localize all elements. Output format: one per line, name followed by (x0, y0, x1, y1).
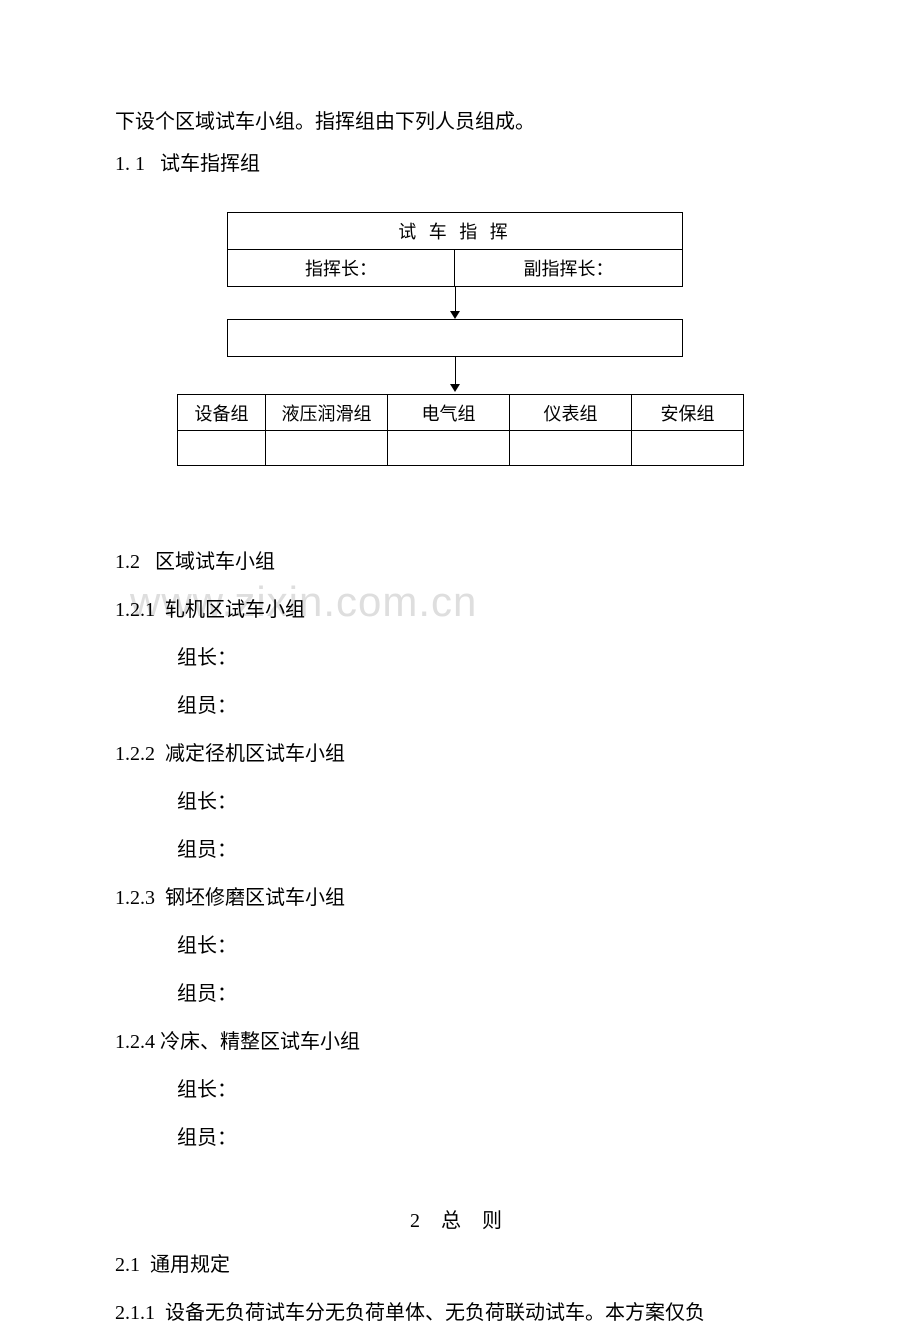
diagram-group-label: 安保组 (632, 395, 743, 431)
section-title: 总 则 (441, 1210, 510, 1232)
section-2-1-1-text: 2.1.1 设备无负荷试车分无负荷单体、无负荷联动试车。本方案仅负 (115, 1293, 805, 1333)
diagram-top-box: 试 车 指 挥 (227, 212, 683, 250)
subsection-title: 冷床、精整区试车小组 (160, 1031, 360, 1053)
org-chart-diagram: 试 车 指 挥 指挥长： 副指挥长： 设备组 液压润滑组 电气组 仪表组 (115, 212, 805, 502)
subsection-number: 1.2.4 (115, 1031, 155, 1053)
diagram-group-cell: 设备组 (177, 394, 265, 466)
section-number: 2.1 (115, 1254, 140, 1276)
subsection-title: 钢坯修磨区试车小组 (165, 887, 345, 909)
section-2-heading: 2 总 则 (115, 1204, 805, 1233)
member-label: 组员： (115, 686, 805, 726)
diagram-group-empty (178, 431, 265, 467)
diagram-group-cell: 安保组 (631, 394, 744, 466)
subsection-1-2-1: 1.2.1 轧机区试车小组 (115, 590, 805, 630)
diagram-group-empty (510, 431, 631, 467)
leader-label: 组长： (115, 638, 805, 678)
section-number: 1.2 (115, 551, 140, 573)
diagram-vice-commander-box: 副指挥长： (454, 249, 683, 287)
subsection-number: 1.2.1 (115, 599, 155, 621)
diagram-group-label: 电气组 (388, 395, 509, 431)
section-1-2-heading: 1.2 区域试车小组 (115, 542, 805, 582)
section-1-1-heading: 1. 1 试车指挥组 (115, 144, 805, 184)
section-number: 1. 1 (115, 153, 145, 175)
diagram-group-empty (632, 431, 743, 467)
diagram-group-label: 仪表组 (510, 395, 631, 431)
section-2-1-heading: 2.1 通用规定 (115, 1245, 805, 1285)
document-content: 下设个区域试车小组。指挥组由下列人员组成。 1. 1 试车指挥组 试 车 指 挥… (115, 108, 805, 1333)
member-label: 组员： (115, 1118, 805, 1158)
arrow-head-icon (450, 384, 460, 392)
section-number: 2 (410, 1210, 428, 1232)
subsection-number: 1.2.3 (115, 887, 155, 909)
leader-label: 组长： (115, 926, 805, 966)
section-body: 设备无负荷试车分无负荷单体、无负荷联动试车。本方案仅负 (165, 1302, 705, 1324)
arrow-icon (455, 287, 456, 312)
arrow-icon (455, 357, 456, 385)
subsection-title: 减定径机区试车小组 (165, 743, 345, 765)
subsection-number: 1.2.2 (115, 743, 155, 765)
member-label: 组员： (115, 974, 805, 1014)
subsection-title: 轧机区试车小组 (165, 599, 305, 621)
diagram-group-cell: 液压润滑组 (265, 394, 387, 466)
diagram-group-label: 设备组 (178, 395, 265, 431)
section-title: 区域试车小组 (155, 551, 275, 573)
member-label: 组员： (115, 830, 805, 870)
leader-label: 组长： (115, 1070, 805, 1110)
diagram-bottom-row: 设备组 液压润滑组 电气组 仪表组 安保组 (177, 394, 744, 466)
diagram-commander-box: 指挥长： (227, 249, 455, 287)
section-title: 试车指挥组 (160, 153, 260, 175)
section-number: 2.1.1 (115, 1302, 155, 1324)
leader-label: 组长： (115, 782, 805, 822)
diagram-group-label: 液压润滑组 (266, 395, 387, 431)
diagram-group-empty (388, 431, 509, 467)
diagram-group-cell: 电气组 (387, 394, 509, 466)
subsection-1-2-2: 1.2.2 减定径机区试车小组 (115, 734, 805, 774)
subsection-1-2-3: 1.2.3 钢坯修磨区试车小组 (115, 878, 805, 918)
diagram-group-empty (266, 431, 387, 467)
diagram-mid-box (227, 319, 683, 357)
intro-text: 下设个区域试车小组。指挥组由下列人员组成。 (115, 108, 805, 136)
diagram-group-cell: 仪表组 (509, 394, 631, 466)
arrow-head-icon (450, 311, 460, 319)
section-title: 通用规定 (150, 1254, 230, 1276)
subsection-1-2-4: 1.2.4 冷床、精整区试车小组 (115, 1022, 805, 1062)
